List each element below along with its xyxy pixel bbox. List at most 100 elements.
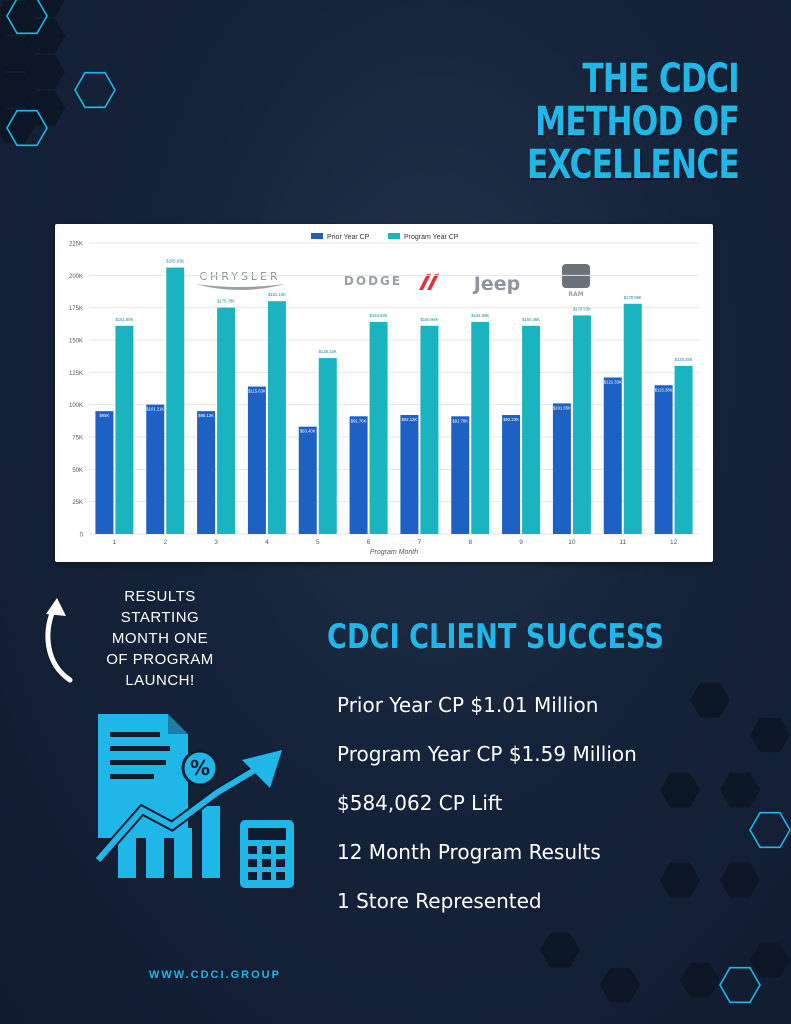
y-tick-label: 150K — [69, 339, 83, 345]
title-line-2: METHOD OF — [535, 99, 740, 145]
results-line-1: RESULTS — [124, 588, 196, 605]
hexagon-outline-shape — [6, 109, 48, 147]
results-line-5: LAUNCH! — [125, 672, 195, 689]
website-link[interactable]: WWW.CDCI.GROUP — [149, 969, 281, 981]
bar — [502, 415, 521, 534]
hexagon-shape — [25, 18, 65, 54]
hexagon-shape — [0, 27, 5, 45]
data-label: $101.65K — [553, 405, 571, 410]
ram-logo: RAM — [562, 264, 590, 298]
results-line-3: MONTH ONE — [111, 630, 209, 647]
bar — [522, 325, 541, 534]
bar — [654, 385, 673, 534]
stat-cp-lift: $584,062 CP Lift — [337, 791, 503, 815]
hexagon-shape — [0, 99, 5, 117]
y-tick-label: 125K — [69, 371, 83, 377]
bar — [95, 411, 114, 534]
hexagon-shape — [750, 717, 790, 753]
data-label: $115.38K — [655, 387, 673, 392]
stats-list: Prior Year CP $1.01 Million Program Year… — [337, 690, 637, 935]
bar — [471, 321, 490, 534]
results-line-4: OF PROGRAM — [106, 651, 214, 668]
data-label: $91.78K — [452, 418, 468, 423]
legend-swatch — [388, 233, 400, 239]
hexagon-outline-shape — [6, 0, 48, 35]
data-label: $95K — [100, 413, 110, 418]
data-label: $95.12K — [198, 413, 214, 418]
hexagon-shape — [0, 108, 35, 144]
x-tick-label: 11 — [619, 539, 626, 546]
data-label: $101.21K — [146, 407, 164, 412]
bar — [267, 301, 286, 534]
results-line-2: STARTING — [120, 609, 200, 626]
data-label: $91.76K — [351, 418, 367, 423]
y-tick-label: 50K — [72, 468, 83, 474]
bar — [197, 411, 216, 534]
jeep-logo: Jeep — [472, 273, 520, 295]
dodge-logo-text: DODGE — [344, 274, 402, 288]
data-label: $83.40K — [300, 429, 316, 434]
hexagon-shape — [750, 942, 790, 978]
data-label: $160.96K — [420, 317, 438, 322]
bar-chart-card: CHRYSLER DODGE Jeep RAM 0 25K 50K 75K 100K 125K 15… — [55, 224, 713, 562]
data-label: $164.89K — [471, 313, 489, 318]
stat-program-length: 12 Month Program Results — [337, 840, 601, 864]
hexagon-shape — [25, 0, 65, 18]
x-tick-label: 8 — [468, 539, 472, 546]
hexagon-shape — [25, 90, 65, 126]
x-tick-label: 6 — [367, 539, 371, 546]
data-label: $115.63K — [248, 389, 266, 394]
x-tick-label: 3 — [214, 539, 218, 546]
x-tick-label: 5 — [316, 539, 320, 546]
data-label: $205.93K — [166, 259, 184, 264]
data-label: $170.53K — [573, 306, 591, 311]
bar — [552, 403, 571, 534]
hexagon-shape — [0, 36, 35, 72]
data-label: $181.18K — [268, 292, 286, 297]
hexagon-shape — [0, 72, 35, 108]
data-label: $175.78K — [217, 299, 235, 304]
y-tick-label: 200K — [69, 274, 83, 280]
bar — [451, 416, 470, 534]
y-tick-label: 75K — [72, 436, 83, 442]
hexagon-outline-shape — [719, 966, 761, 1004]
y-tick-label: 225K — [69, 242, 83, 248]
svg-text:%: % — [190, 756, 210, 780]
data-label: $161.89K — [115, 317, 133, 322]
jeep-logo-text: Jeep — [472, 273, 520, 295]
data-label: $92.23K — [503, 417, 519, 422]
hexagon-outline-shape — [74, 71, 116, 109]
hexagon-shape — [720, 772, 760, 808]
success-heading: CDCI CLIENT SUCCESS — [327, 617, 665, 657]
y-tick-label: 25K — [72, 500, 83, 506]
x-tick-label: 10 — [568, 539, 576, 546]
data-label: $130.48K — [675, 357, 693, 362]
hexagon-shape — [720, 862, 760, 898]
hexagon-shape — [660, 772, 700, 808]
x-tick-label: 2 — [163, 539, 167, 546]
page-title: THE CDCI METHOD OF EXCELLENCE — [505, 56, 740, 187]
title-line-1: THE CDCI — [582, 56, 739, 102]
y-tick-label: 175K — [69, 306, 83, 312]
hexagon-shape — [680, 962, 720, 998]
stat-program-year: Program Year CP $1.59 Million — [337, 742, 637, 766]
data-label: $92.12K — [402, 417, 418, 422]
x-tick-label: 1 — [113, 539, 117, 546]
ram-logo-text: RAM — [568, 291, 583, 298]
bar — [166, 267, 185, 534]
chart-legend: Prior Year CP Program Year CP — [311, 233, 459, 241]
results-callout: RESULTS STARTING MONTH ONE OF PROGRAM LA… — [90, 586, 230, 691]
bar — [420, 325, 439, 534]
bar — [146, 404, 165, 534]
hexagon-shape — [660, 862, 700, 898]
hexagon-shape — [540, 932, 580, 968]
hexagon-shape — [0, 63, 5, 81]
x-axis-title: Program Month — [370, 549, 418, 556]
bar — [369, 321, 388, 534]
dodge-stripes-shape — [419, 274, 439, 290]
bar — [298, 426, 317, 534]
bar — [318, 358, 337, 534]
hexagon-outline-shape — [749, 811, 791, 849]
bar — [349, 416, 368, 534]
